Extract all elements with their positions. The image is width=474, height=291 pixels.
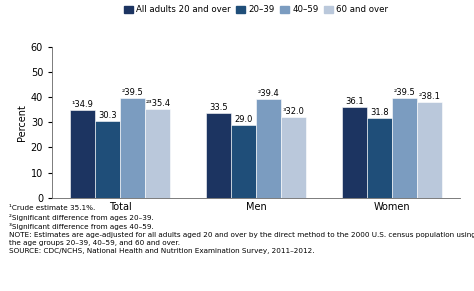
Bar: [392, 98, 417, 198]
Bar: [231, 125, 256, 198]
Bar: [145, 109, 170, 198]
Text: ¹Crude estimate 35.1%.
²Significant difference from ages 20–39.
³Significant dif: ¹Crude estimate 35.1%. ²Significant diff…: [9, 205, 474, 254]
Bar: [95, 121, 120, 198]
Text: ²³35.4: ²³35.4: [145, 99, 170, 108]
Text: ²39.4: ²39.4: [258, 88, 279, 97]
Bar: [70, 110, 95, 198]
Text: ²38.1: ²38.1: [419, 92, 440, 101]
Text: 30.3: 30.3: [98, 111, 117, 120]
Text: 33.5: 33.5: [209, 103, 228, 112]
Bar: [342, 107, 367, 198]
Text: 31.8: 31.8: [370, 108, 389, 117]
Bar: [256, 99, 281, 198]
Y-axis label: Percent: Percent: [17, 104, 27, 141]
Text: ²39.5: ²39.5: [393, 88, 415, 97]
Text: 29.0: 29.0: [234, 115, 253, 124]
Text: ³32.0: ³32.0: [283, 107, 305, 116]
Bar: [281, 117, 306, 198]
Text: 36.1: 36.1: [345, 97, 364, 106]
Text: ¹34.9: ¹34.9: [72, 100, 93, 109]
Bar: [120, 98, 145, 198]
Bar: [206, 113, 231, 198]
Bar: [367, 118, 392, 198]
Bar: [417, 102, 442, 198]
Legend: All adults 20 and over, 20–39, 40–59, 60 and over: All adults 20 and over, 20–39, 40–59, 60…: [124, 6, 388, 15]
Text: ²39.5: ²39.5: [122, 88, 144, 97]
